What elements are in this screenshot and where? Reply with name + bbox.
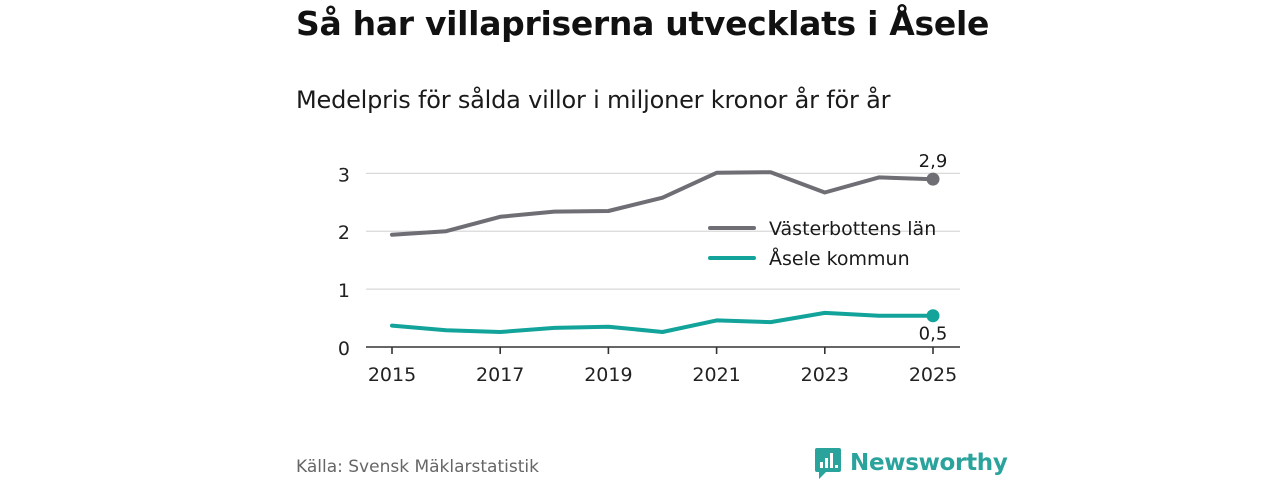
series-lines bbox=[390, 170, 940, 334]
x-tick-label-2023: 2023 bbox=[801, 364, 849, 386]
grid-lines bbox=[366, 172, 960, 290]
series-line-2 bbox=[390, 310, 935, 334]
y-tick-label-0: 0 bbox=[338, 338, 350, 360]
newsworthy-logo-icon bbox=[815, 448, 841, 479]
end-value-label-2: 0,5 bbox=[919, 324, 948, 345]
legend: Västerbottens län Åsele kommun bbox=[708, 218, 936, 270]
axes: 0 1 2 3 2015 2017 2019 2021 2023 2025 bbox=[338, 164, 960, 386]
brand-name: Newsworthy bbox=[850, 450, 1008, 476]
x-tick-label-2021: 2021 bbox=[692, 364, 740, 386]
y-tick-label-1: 1 bbox=[338, 280, 350, 302]
x-tick-label-2015: 2015 bbox=[368, 364, 416, 386]
end-value-label-1: 2,9 bbox=[919, 151, 948, 172]
y-tick-label-3: 3 bbox=[338, 164, 350, 186]
x-tick-label-2025: 2025 bbox=[909, 364, 957, 386]
chart-subtitle: Medelpris för sålda villor i miljoner kr… bbox=[296, 86, 891, 114]
x-tick-label-2017: 2017 bbox=[476, 364, 524, 386]
series-line-1 bbox=[390, 170, 935, 237]
source-note: Källa: Svensk Mäklarstatistik bbox=[296, 457, 539, 477]
legend-label-2: Åsele kommun bbox=[769, 247, 910, 270]
y-tick-label-2: 2 bbox=[338, 222, 350, 244]
chart-labels: 2,9 0,5 bbox=[919, 151, 948, 345]
series-end-point-2 bbox=[926, 309, 940, 323]
chart-title: Så har villapriserna utvecklats i Åsele bbox=[296, 4, 990, 43]
series-end-point-1 bbox=[926, 172, 940, 186]
legend-label-1: Västerbottens län bbox=[769, 218, 936, 240]
brand-logo[interactable]: Newsworthy bbox=[814, 446, 1008, 480]
x-tick-label-2019: 2019 bbox=[584, 364, 632, 386]
